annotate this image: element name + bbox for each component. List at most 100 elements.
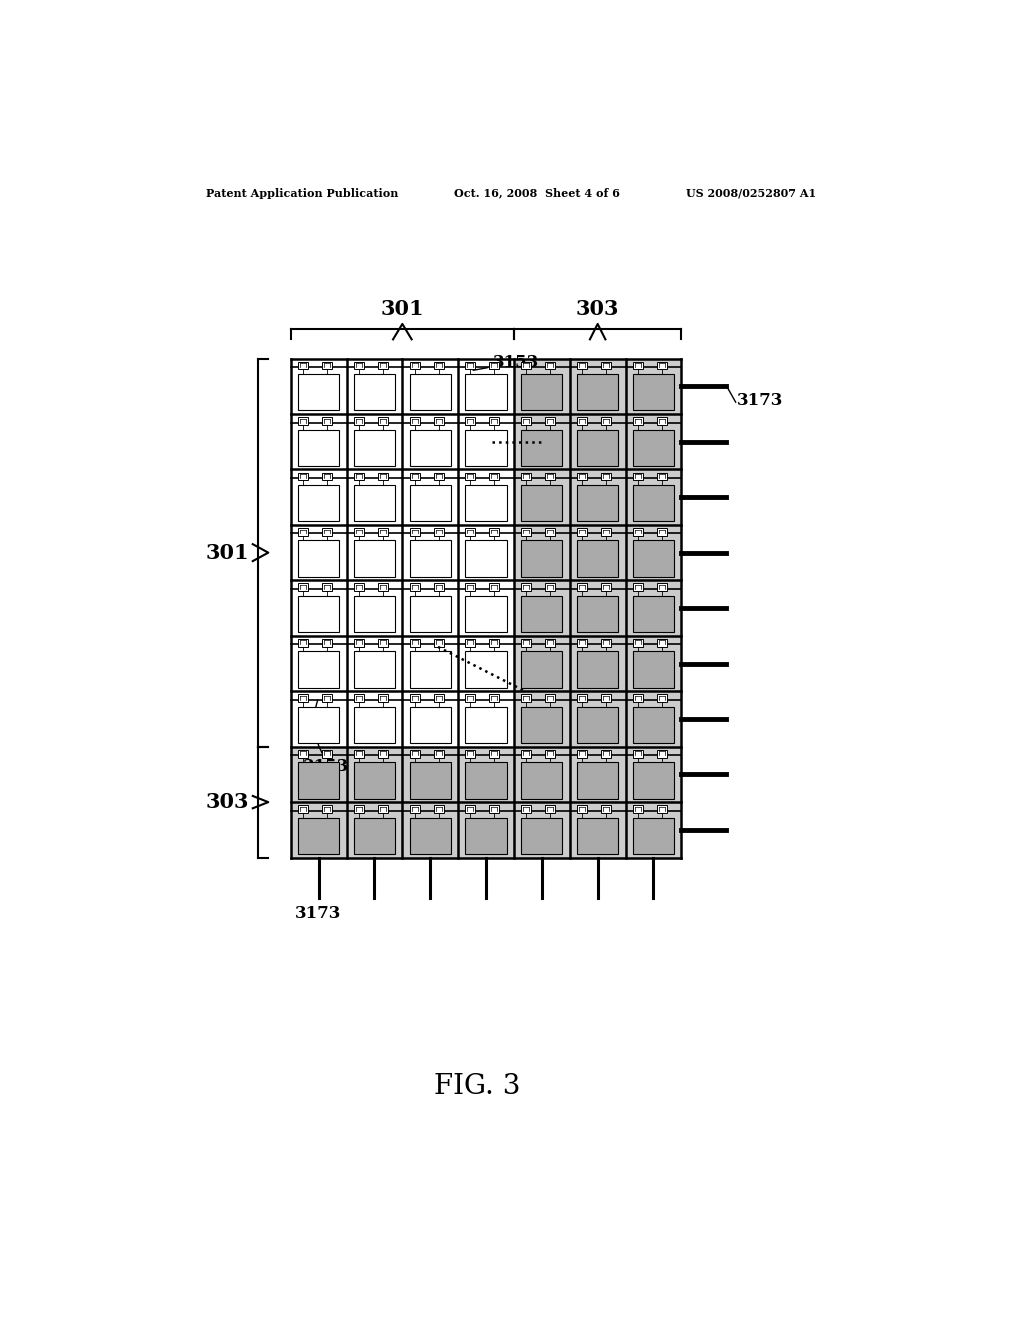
Bar xyxy=(354,417,364,425)
Bar xyxy=(514,636,569,692)
Bar xyxy=(601,362,611,370)
Bar xyxy=(626,414,681,470)
Bar xyxy=(354,651,395,688)
Bar xyxy=(298,429,339,466)
Bar xyxy=(291,747,346,803)
Bar xyxy=(433,473,443,480)
Bar xyxy=(322,694,332,702)
Bar xyxy=(577,429,618,466)
Bar xyxy=(346,470,402,525)
Bar xyxy=(465,362,475,370)
Bar xyxy=(458,692,514,747)
Bar xyxy=(402,581,458,636)
Bar xyxy=(410,817,451,854)
Bar xyxy=(601,694,611,702)
Bar xyxy=(410,639,420,647)
Bar xyxy=(346,359,402,414)
Bar xyxy=(633,473,643,480)
Bar xyxy=(322,805,332,813)
Bar xyxy=(514,803,569,858)
Bar xyxy=(521,540,562,577)
Bar xyxy=(354,750,364,758)
Bar xyxy=(577,374,618,411)
Bar xyxy=(545,528,555,536)
Bar xyxy=(322,639,332,647)
Text: 3173: 3173 xyxy=(737,392,783,409)
Bar xyxy=(402,636,458,692)
Bar xyxy=(354,374,395,411)
Bar xyxy=(433,528,443,536)
Bar xyxy=(521,528,531,536)
Bar xyxy=(298,583,308,591)
Bar xyxy=(433,583,443,591)
Bar xyxy=(633,484,674,521)
Bar xyxy=(577,750,587,758)
Bar xyxy=(298,473,308,480)
Bar xyxy=(601,417,611,425)
Bar xyxy=(465,583,475,591)
Bar xyxy=(410,540,451,577)
Bar xyxy=(378,694,388,702)
Bar xyxy=(633,583,643,591)
Bar xyxy=(465,639,475,647)
Bar xyxy=(626,470,681,525)
Bar xyxy=(633,595,674,632)
Text: US 2008/0252807 A1: US 2008/0252807 A1 xyxy=(686,187,816,198)
Bar xyxy=(633,694,643,702)
Bar xyxy=(545,750,555,758)
Bar xyxy=(626,581,681,636)
Bar xyxy=(601,750,611,758)
Bar xyxy=(521,583,531,591)
Bar xyxy=(577,817,618,854)
Bar xyxy=(545,583,555,591)
Bar xyxy=(656,362,667,370)
Bar xyxy=(458,581,514,636)
Bar xyxy=(410,528,420,536)
Bar xyxy=(514,470,569,525)
Bar xyxy=(378,473,388,480)
Bar xyxy=(633,528,643,536)
Bar xyxy=(458,414,514,470)
Bar xyxy=(521,417,531,425)
Bar xyxy=(298,694,308,702)
Bar xyxy=(577,595,618,632)
Bar xyxy=(465,484,507,521)
Bar xyxy=(577,762,618,799)
Bar xyxy=(298,417,308,425)
Bar xyxy=(626,359,681,414)
Bar xyxy=(291,803,346,858)
Bar xyxy=(656,473,667,480)
Bar xyxy=(458,747,514,803)
Bar xyxy=(489,583,500,591)
Bar xyxy=(545,805,555,813)
Bar xyxy=(322,528,332,536)
Bar xyxy=(354,583,364,591)
Bar xyxy=(378,750,388,758)
Bar xyxy=(489,528,500,536)
Bar xyxy=(458,359,514,414)
Bar xyxy=(601,805,611,813)
Bar xyxy=(298,540,339,577)
Bar xyxy=(458,636,514,692)
Bar xyxy=(458,803,514,858)
Bar xyxy=(521,374,562,411)
Bar xyxy=(569,636,626,692)
Bar xyxy=(354,817,395,854)
Bar xyxy=(633,362,643,370)
Bar xyxy=(633,429,674,466)
Bar xyxy=(465,417,475,425)
Bar xyxy=(298,750,308,758)
Bar xyxy=(354,595,395,632)
Bar xyxy=(521,362,531,370)
Bar xyxy=(410,374,451,411)
Bar xyxy=(465,762,507,799)
Bar xyxy=(601,583,611,591)
Text: 301: 301 xyxy=(205,543,249,562)
Bar xyxy=(402,803,458,858)
Bar xyxy=(545,473,555,480)
Bar xyxy=(298,817,339,854)
Bar xyxy=(402,747,458,803)
Bar xyxy=(514,747,569,803)
Bar xyxy=(633,750,643,758)
Bar xyxy=(410,706,451,743)
